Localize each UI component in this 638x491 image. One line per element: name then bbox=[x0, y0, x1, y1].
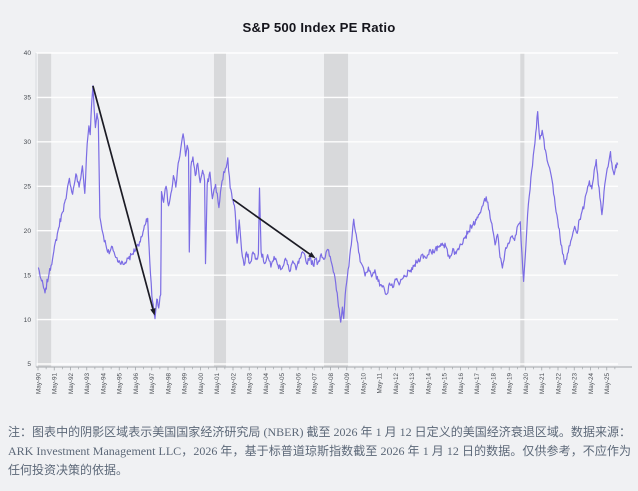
svg-text:May-20: May-20 bbox=[523, 373, 530, 394]
svg-text:May-01: May-01 bbox=[214, 373, 221, 394]
svg-text:May-92: May-92 bbox=[68, 373, 75, 394]
svg-text:25: 25 bbox=[24, 183, 32, 190]
svg-text:May-10: May-10 bbox=[360, 373, 367, 394]
recession-band bbox=[38, 53, 52, 367]
svg-text:May-93: May-93 bbox=[84, 373, 91, 394]
svg-text:May-95: May-95 bbox=[117, 373, 124, 394]
pe-ratio-line bbox=[37, 85, 619, 323]
svg-text:May-98: May-98 bbox=[165, 373, 172, 394]
decline-arrow-1 bbox=[92, 85, 156, 316]
svg-text:May-17: May-17 bbox=[474, 373, 481, 394]
svg-text:40: 40 bbox=[24, 50, 32, 57]
svg-text:May-24: May-24 bbox=[588, 373, 595, 394]
svg-text:5: 5 bbox=[27, 361, 31, 368]
svg-text:May-16: May-16 bbox=[458, 373, 465, 394]
pe-ratio-series-path bbox=[37, 85, 619, 323]
svg-text:May-96: May-96 bbox=[133, 373, 140, 394]
svg-text:20: 20 bbox=[24, 228, 32, 235]
svg-text:15: 15 bbox=[24, 272, 32, 279]
svg-text:May-11: May-11 bbox=[377, 373, 384, 394]
svg-text:May-06: May-06 bbox=[295, 373, 302, 394]
svg-text:May-08: May-08 bbox=[328, 373, 335, 394]
svg-text:May-97: May-97 bbox=[149, 373, 156, 394]
decline-arrows bbox=[92, 85, 316, 316]
svg-text:May-07: May-07 bbox=[312, 373, 319, 394]
svg-text:May-19: May-19 bbox=[507, 373, 514, 394]
svg-text:May-03: May-03 bbox=[247, 373, 254, 394]
svg-text:May-02: May-02 bbox=[230, 373, 237, 394]
y-axis-labels: 5 10 15 20 25 30 35 40 bbox=[24, 50, 32, 368]
svg-text:May-94: May-94 bbox=[100, 373, 107, 394]
svg-text:May-12: May-12 bbox=[393, 373, 400, 394]
pe-ratio-chart: 5 10 15 20 25 30 35 40 May-90 May-91 May-92 May-93… bbox=[24, 50, 632, 394]
recession-band bbox=[213, 53, 227, 367]
svg-text:May-00: May-00 bbox=[198, 373, 205, 394]
svg-text:May-13: May-13 bbox=[409, 373, 416, 394]
svg-text:May-18: May-18 bbox=[490, 373, 497, 394]
footnote: 注：图表中的阴影区域表示美国国家经济研究局 (NBER) 截至 2026 年 1… bbox=[8, 425, 631, 477]
svg-text:May-14: May-14 bbox=[425, 373, 432, 394]
svg-text:May-91: May-91 bbox=[52, 373, 59, 394]
decline-arrow-2 bbox=[232, 198, 316, 259]
svg-text:May-90: May-90 bbox=[35, 373, 42, 394]
svg-text:May-04: May-04 bbox=[263, 373, 270, 394]
recession-band bbox=[520, 53, 525, 367]
chart-title: S&P 500 Index PE Ratio bbox=[242, 20, 396, 35]
svg-text:May-05: May-05 bbox=[279, 373, 286, 394]
svg-text:May-21: May-21 bbox=[539, 373, 546, 394]
svg-text:May-09: May-09 bbox=[344, 373, 351, 394]
svg-text:35: 35 bbox=[24, 95, 32, 102]
svg-text:May-99: May-99 bbox=[182, 373, 189, 394]
svg-text:10: 10 bbox=[24, 317, 32, 324]
svg-text:May-15: May-15 bbox=[442, 373, 449, 394]
x-axis bbox=[36, 366, 632, 371]
svg-text:30: 30 bbox=[24, 139, 32, 146]
svg-text:May-23: May-23 bbox=[572, 373, 579, 394]
recession-bands bbox=[38, 53, 525, 367]
svg-text:May-22: May-22 bbox=[555, 373, 562, 394]
x-axis-labels: May-90 May-91 May-92 May-93 May-94 May-95 May-… bbox=[35, 373, 611, 394]
gridlines bbox=[35, 52, 618, 367]
svg-text:May-25: May-25 bbox=[604, 373, 611, 394]
